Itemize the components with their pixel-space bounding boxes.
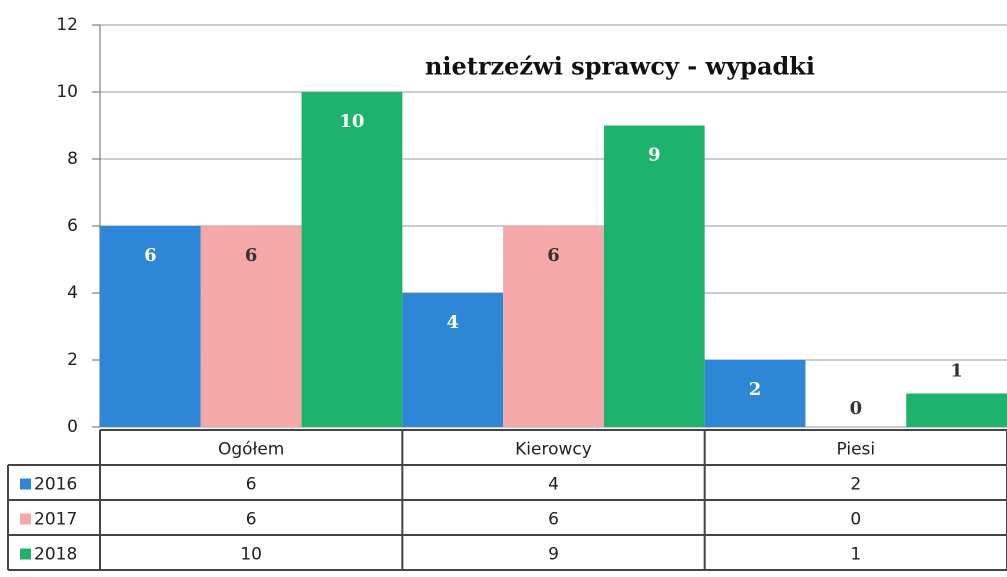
y-tick-label: 12 [56, 15, 78, 35]
x-tick-label: Ogółem [218, 440, 284, 460]
y-tick-label: 8 [67, 149, 78, 169]
bar [100, 226, 201, 427]
data-label: 1 [950, 361, 963, 382]
chart-title: nietrzeźwi sprawcy - wypadki [425, 52, 815, 81]
data-label: 10 [339, 111, 364, 132]
bar [503, 226, 604, 427]
table-cell: 9 [548, 545, 559, 565]
legend-label: 2017 [34, 510, 77, 530]
y-tick-label: 0 [67, 417, 78, 437]
table-cell: 2 [850, 475, 861, 495]
table-cell: 10 [240, 545, 262, 565]
bar [301, 92, 403, 427]
table-cell: 0 [850, 510, 861, 530]
table-cell: 1 [850, 545, 861, 565]
bar [603, 125, 705, 427]
data-label: 6 [144, 245, 157, 266]
table-cell: 6 [246, 510, 257, 530]
legend-label: 2016 [34, 475, 77, 495]
x-tick-label: Piesi [837, 440, 876, 460]
data-label: 0 [850, 398, 863, 419]
y-tick-label: 2 [67, 350, 78, 370]
table-cell: 6 [548, 510, 559, 530]
legend-label: 2018 [34, 545, 77, 565]
legend-swatch [20, 548, 31, 560]
bar [200, 226, 302, 427]
bar [402, 293, 504, 427]
data-label: 9 [648, 145, 661, 166]
data-label: 2 [749, 379, 762, 400]
legend-swatch [20, 513, 31, 525]
bar [906, 393, 1007, 427]
data-label: 6 [547, 245, 560, 266]
table-cell: 4 [548, 475, 559, 495]
y-tick-label: 4 [67, 283, 78, 303]
table-cell: 6 [246, 475, 257, 495]
data-label: 4 [446, 312, 459, 333]
x-tick-label: Kierowcy [515, 440, 592, 460]
data-label: 6 [245, 245, 258, 266]
legend-swatch [20, 478, 31, 490]
bar [704, 360, 806, 427]
y-tick-label: 10 [56, 82, 78, 102]
y-tick-label: 6 [67, 216, 78, 236]
